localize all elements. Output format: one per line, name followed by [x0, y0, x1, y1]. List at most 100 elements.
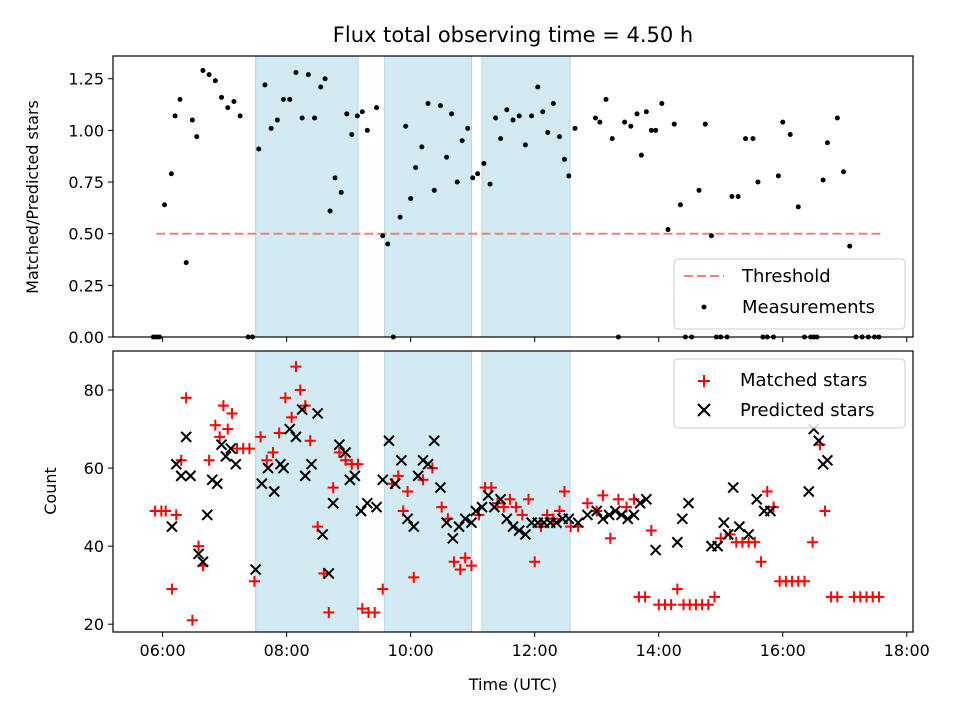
matched-star-point — [340, 454, 352, 466]
predicted-star-point — [615, 509, 628, 521]
predicted-star-point — [649, 544, 662, 556]
predicted-star-point — [722, 528, 734, 541]
matched-star-point — [217, 400, 229, 412]
predicted-star-point — [501, 513, 513, 525]
predicted-star-point — [711, 540, 724, 552]
measurement-point — [449, 111, 455, 117]
matched-star-point — [612, 493, 624, 505]
measurement-point — [643, 109, 649, 115]
measurement-point — [413, 165, 419, 171]
measurement-point — [671, 121, 677, 127]
measurement-point — [696, 187, 702, 193]
measurement-point — [364, 127, 370, 133]
matched-star-point — [193, 540, 205, 552]
predicted-star-point — [175, 470, 187, 482]
measurement-point — [820, 177, 826, 183]
predicted-star-point — [470, 505, 482, 517]
predicted-star-point — [201, 509, 213, 521]
predicted-star-point — [184, 470, 197, 482]
matched-star-point — [180, 392, 192, 404]
matched-star-point — [709, 591, 721, 603]
predicted-star-point — [459, 513, 471, 525]
matched-star-point — [222, 423, 234, 435]
measurement-point — [189, 117, 195, 123]
predicted-star-point — [256, 477, 268, 490]
bottom-panel-frame — [112, 350, 914, 633]
matched-star-point — [523, 493, 535, 505]
measurement-point — [824, 140, 830, 146]
predicted-star-point — [513, 524, 525, 537]
measurement-point — [622, 119, 628, 125]
matched-star-point — [761, 486, 773, 497]
predicted-star-point — [488, 501, 501, 513]
y-tick-label: 0.50 — [68, 225, 104, 244]
matched-star-point — [798, 575, 810, 587]
predicted-star-point — [327, 497, 339, 509]
observing-band — [384, 350, 472, 633]
predicted-star-point — [220, 450, 232, 463]
predicted-star-point — [355, 505, 367, 517]
predicted-star-point — [249, 563, 262, 576]
predicted-star-point — [197, 556, 209, 568]
matched-star-point — [261, 454, 273, 466]
predicted-star-point — [323, 567, 335, 580]
measurement-point — [708, 233, 714, 239]
y-tick-label: 0.75 — [68, 173, 104, 192]
predicted-star-point — [591, 505, 603, 517]
matched-star-point — [408, 571, 420, 583]
predicted-star-point — [377, 474, 389, 486]
measurement-point — [318, 84, 324, 90]
predicted-star-point — [742, 528, 755, 541]
matched-star-point — [873, 591, 885, 603]
matched-star-point — [279, 392, 291, 404]
predicted-star-point — [563, 513, 575, 525]
predicted-star-point — [412, 470, 424, 482]
predicted-star-point — [316, 528, 329, 541]
measurement-point — [841, 169, 847, 175]
predicted-star-point — [597, 513, 609, 525]
measurement-point — [354, 113, 360, 119]
predicted-star-point — [622, 513, 634, 525]
measurement-point — [408, 196, 414, 202]
predicted-star-point — [628, 509, 640, 521]
matched-star-point — [819, 505, 831, 517]
matched-star-point — [702, 599, 714, 611]
predicted-star-point — [803, 485, 815, 498]
measurement-point — [206, 72, 212, 78]
matched-star-point — [286, 411, 298, 423]
matched-star-point — [628, 493, 640, 505]
measurement-point — [557, 134, 563, 140]
measurement-point — [516, 113, 522, 119]
measurement-point — [200, 67, 206, 73]
measurement-point — [454, 179, 460, 185]
measurement-point — [444, 154, 450, 160]
top-y-axis-label: Matched/Predicted stars — [23, 100, 42, 294]
observing-band — [384, 55, 472, 338]
matched-star-point — [558, 486, 570, 497]
bottom-panel: 20 40 60 80 06:00 08:00 10:00 12:00 14:00 16:00 1… — [41, 350, 930, 694]
measurement-point — [268, 125, 274, 131]
measurement-point — [380, 233, 386, 239]
predicted-star-point — [290, 431, 302, 443]
measurement-point — [572, 125, 578, 131]
measurement-point — [750, 136, 756, 142]
measurement-point — [385, 241, 391, 247]
matched-star-point — [749, 536, 761, 548]
predicted-star-point — [211, 477, 223, 490]
predicted-star-point — [507, 520, 519, 533]
x-tick-label: 08:00 — [264, 641, 310, 660]
matched-star-point — [639, 591, 651, 603]
measurement-point — [183, 260, 189, 266]
measurement-point — [225, 105, 231, 111]
measurement-point — [755, 179, 761, 185]
predicted-star-point — [383, 435, 395, 447]
measurement-point — [212, 78, 218, 84]
legend-matched-swatch — [698, 375, 710, 387]
bottom-legend-box — [673, 358, 906, 429]
measurement-point — [780, 119, 786, 125]
measurement-point — [510, 117, 516, 123]
measurement-point — [522, 142, 528, 148]
measurement-point — [735, 194, 741, 199]
predicted-star-point — [311, 407, 324, 420]
predicted-star-point — [465, 517, 478, 529]
